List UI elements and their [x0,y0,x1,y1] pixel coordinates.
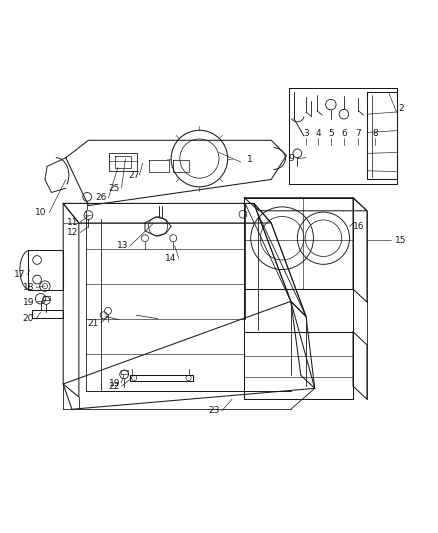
Text: 21: 21 [87,319,99,328]
Text: 14: 14 [166,254,177,263]
Text: 12: 12 [67,228,78,237]
Text: 8: 8 [372,130,378,138]
Text: 6: 6 [341,130,347,138]
Text: 3: 3 [303,130,309,138]
Text: 9: 9 [289,154,295,163]
Text: 10: 10 [35,208,46,217]
Text: 19: 19 [109,378,120,387]
Text: 2: 2 [398,104,404,114]
Text: 4: 4 [315,130,321,138]
Text: 13: 13 [117,241,128,250]
Text: 5: 5 [328,130,334,138]
Text: 1: 1 [247,156,252,164]
Text: 27: 27 [128,171,140,180]
Text: 22: 22 [108,382,119,391]
Text: 23: 23 [208,407,219,416]
Text: 18: 18 [23,283,34,292]
Text: 16: 16 [353,222,365,231]
Text: 25: 25 [108,184,120,192]
Text: 11: 11 [67,217,78,227]
Text: 20: 20 [23,314,34,323]
Text: 19: 19 [23,298,34,306]
Text: 26: 26 [95,193,106,202]
Text: 17: 17 [14,270,25,279]
Text: 15: 15 [395,236,406,245]
Text: 7: 7 [355,130,361,138]
